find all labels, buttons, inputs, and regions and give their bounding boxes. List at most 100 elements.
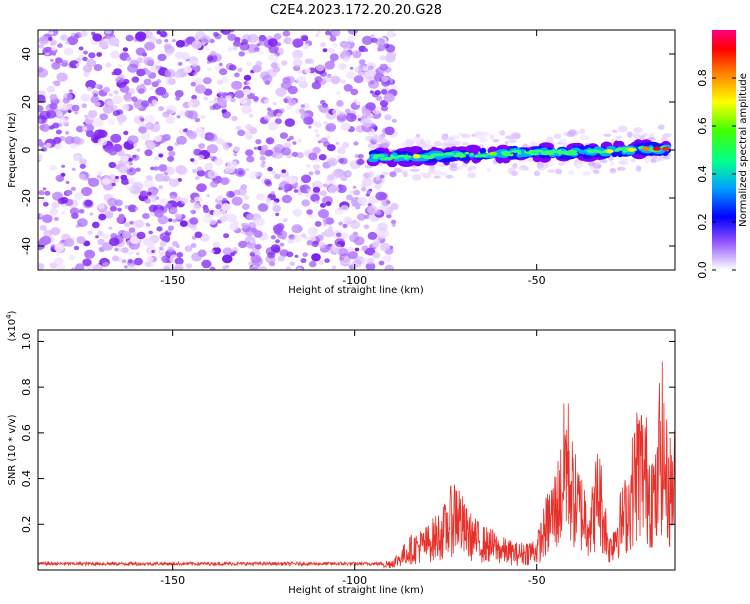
ridge-halo-blob [579,128,585,134]
noise-blob [45,143,51,148]
noise-blob [335,249,341,254]
y-tick-label: 40 [20,47,33,61]
noise-blob [43,202,49,207]
noise-blob [358,118,362,121]
noise-blob [145,115,155,123]
noise-blob [230,64,235,68]
ridge-halo-blob [416,134,421,138]
noise-blob [261,145,268,151]
noise-blob [55,57,62,63]
colorbar-tick-label: 0.2 [696,213,709,231]
noise-blob [61,211,65,215]
noise-blob [191,60,199,66]
noise-blob [233,146,240,152]
noise-blob [384,93,395,102]
noise-blob [219,63,223,66]
noise-blob [356,159,364,166]
colorbar-label: Normalized spectral amplitude [738,73,749,227]
noise-blob [176,40,185,48]
colorbar-tick-label: 0.6 [696,117,709,135]
noise-blob [74,192,83,200]
noise-blob [164,172,169,176]
signal-ridge-blob [478,154,488,157]
ridge-halo-blob [381,172,388,176]
noise-blob [327,158,338,167]
noise-blob [80,31,88,37]
ridge-halo-blob [512,163,517,169]
y-tick-label: 0.8 [20,378,33,396]
noise-blob [361,187,366,192]
ridge-halo-blob [475,132,484,138]
noise-blob [368,65,374,70]
noise-blob [371,34,375,37]
noise-blob [37,119,42,123]
noise-blob [117,208,122,212]
noise-blob [213,210,221,217]
noise-blob [49,125,54,129]
ridge-halo-blob [618,125,628,132]
noise-blob [273,102,277,106]
noise-blob [183,129,187,133]
noise-blob [248,34,259,43]
ridge-halo-blob [487,168,491,173]
noise-blob [339,257,344,261]
noise-blob [163,266,170,272]
noise-blob [230,252,235,256]
noise-blob [201,260,211,269]
noise-blob [62,62,67,66]
noise-blob [38,44,44,49]
snr-panel: -150-100-501.00.80.60.40.2 Height of str… [5,310,675,596]
noise-blob [77,218,88,227]
noise-blob [136,48,146,56]
spectrogram-xlabel: Height of straight line (km) [288,285,424,296]
noise-blob [221,203,231,211]
noise-blob [126,234,130,237]
noise-blob [293,235,302,242]
noise-blob [68,110,72,113]
noise-blob [164,39,168,42]
noise-blob [36,155,43,161]
noise-blob [56,175,65,182]
noise-blob [144,198,151,204]
noise-blob [274,174,281,180]
ridge-halo-blob [593,170,600,174]
noise-blob [126,35,134,42]
noise-blob [245,149,253,156]
noise-blob [276,113,283,119]
noise-blob [158,185,163,189]
noise-blob [65,41,69,44]
noise-blob [48,37,53,41]
noise-blob [326,201,332,206]
noise-blob [76,63,80,67]
noise-blob [187,110,198,119]
noise-blob [135,31,146,40]
noise-blob [144,149,152,156]
ridge-halo-blob [493,139,500,143]
noise-blob [385,54,395,63]
noise-blob [170,207,178,213]
ridge-halo-blob [663,133,672,137]
noise-blob [88,110,98,118]
ridge-halo-blob [462,142,469,145]
noise-blob [338,222,343,226]
noise-blob [283,218,288,222]
noise-blob [156,79,161,83]
noise-blob [367,205,378,214]
snr-ticks: -150-100-501.00.80.60.40.2 [20,330,675,587]
noise-blob [95,235,99,238]
noise-blob [285,118,295,127]
noise-blob [330,36,337,42]
noise-blob [309,171,314,175]
noise-blob [198,155,205,160]
noise-blob [378,45,386,52]
noise-blob [132,76,140,82]
noise-blob [301,104,305,108]
noise-blob [337,115,347,123]
noise-blob [143,179,154,188]
noise-blob [276,223,285,230]
noise-blob [242,223,249,229]
noise-blob [336,91,341,95]
noise-blob [308,126,312,129]
noise-blob [209,101,213,104]
noise-blob [56,111,63,117]
